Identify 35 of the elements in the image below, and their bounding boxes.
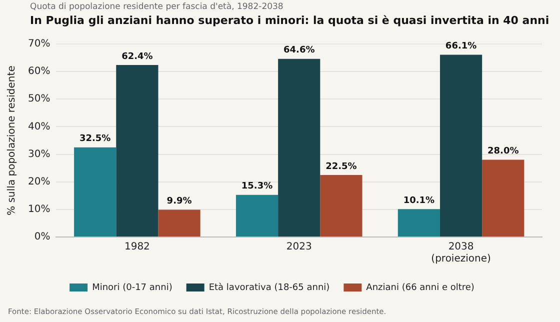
bar (158, 210, 200, 236)
data-label: 66.1% (445, 42, 477, 52)
data-label: 28.0% (488, 146, 519, 157)
y-tick-label: 10% (28, 204, 50, 216)
data-label: 10.1% (403, 196, 435, 206)
bar (398, 209, 440, 236)
data-label: 62.4% (122, 52, 153, 62)
x-tick-label: 2038 (proiezione) (431, 242, 491, 265)
y-tick-label: 30% (28, 148, 50, 160)
bar (482, 160, 524, 236)
y-tick-label: 50% (28, 94, 50, 105)
data-label: 9.9% (166, 196, 192, 207)
y-tick-label: 60% (28, 66, 50, 78)
y-tick-label: 70% (28, 38, 50, 50)
y-tick-label: 0% (34, 232, 50, 243)
bar (74, 147, 116, 236)
bar (320, 174, 362, 236)
legend-label: Minori (0-17 anni) (92, 282, 172, 293)
legend-label: Età lavorativa (18-65 anni) (208, 282, 330, 293)
x-tick-label: 2023 (286, 242, 312, 253)
x-tick-label: 1982 (124, 242, 150, 253)
chart-title: In Puglia gli anziani hanno superato i minori: la quota si è quasi invertita in 40 anni (30, 14, 550, 27)
bar (236, 194, 278, 236)
data-label: 32.5% (79, 134, 111, 144)
y-tick-label: 20% (28, 176, 50, 188)
data-label: 15.3% (241, 182, 273, 192)
bar (440, 54, 482, 236)
chart-subtitle: Quota di popolazione residente per fascia d'età, 1982-2038 (30, 2, 284, 12)
y-axis-title: % sulla popolazione residente (6, 66, 18, 216)
legend-label: Anziani (66 anni e oltre) (366, 282, 474, 293)
bar (116, 64, 158, 236)
bar (278, 58, 320, 236)
data-label: 64.6% (283, 46, 315, 56)
data-label: 22.5% (326, 162, 357, 172)
y-tick-label: 40% (28, 121, 50, 132)
